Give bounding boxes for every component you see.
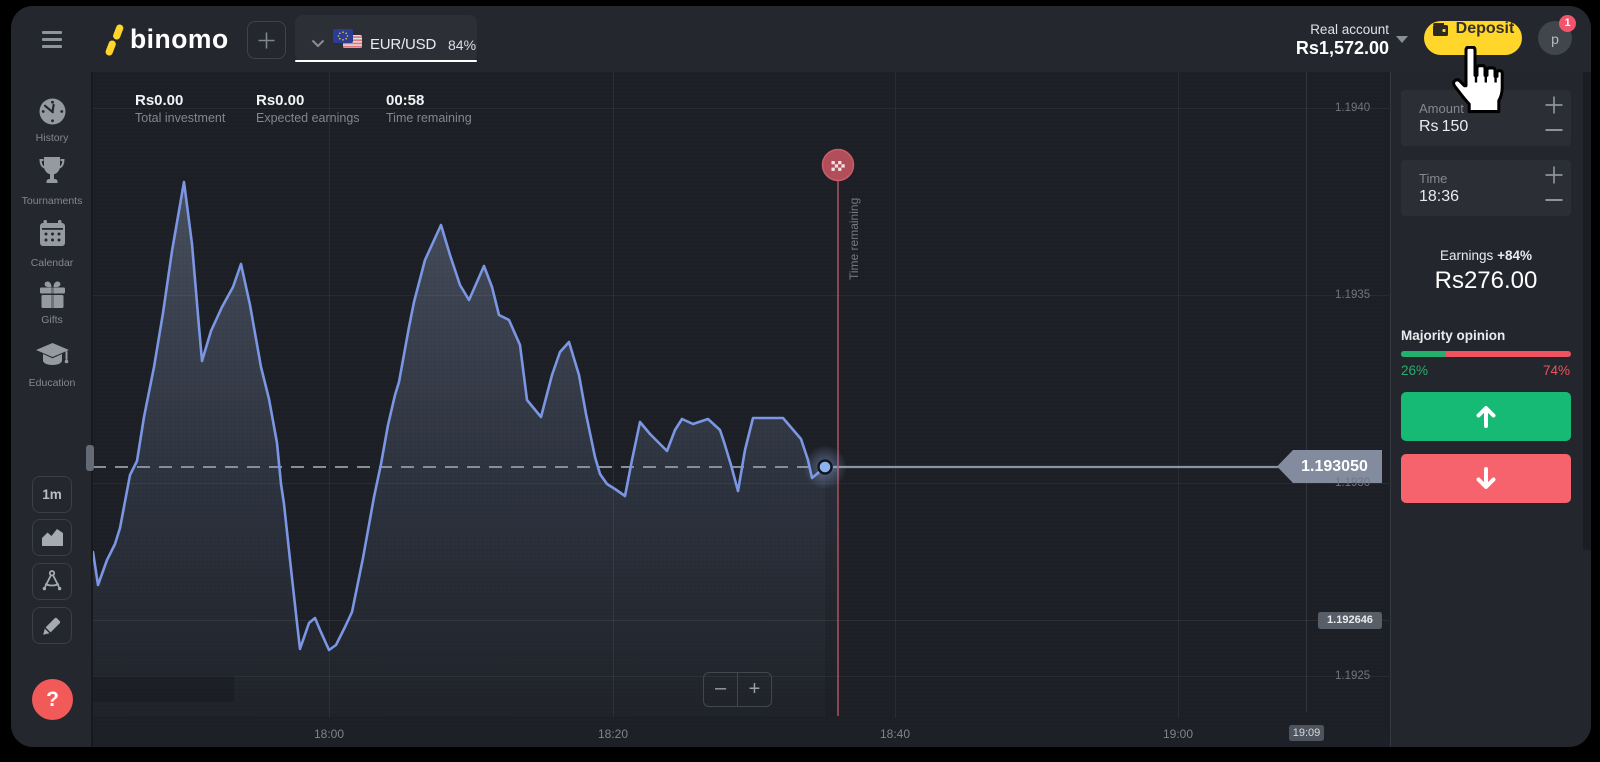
svg-text:Time remaining: Time remaining (847, 198, 861, 280)
